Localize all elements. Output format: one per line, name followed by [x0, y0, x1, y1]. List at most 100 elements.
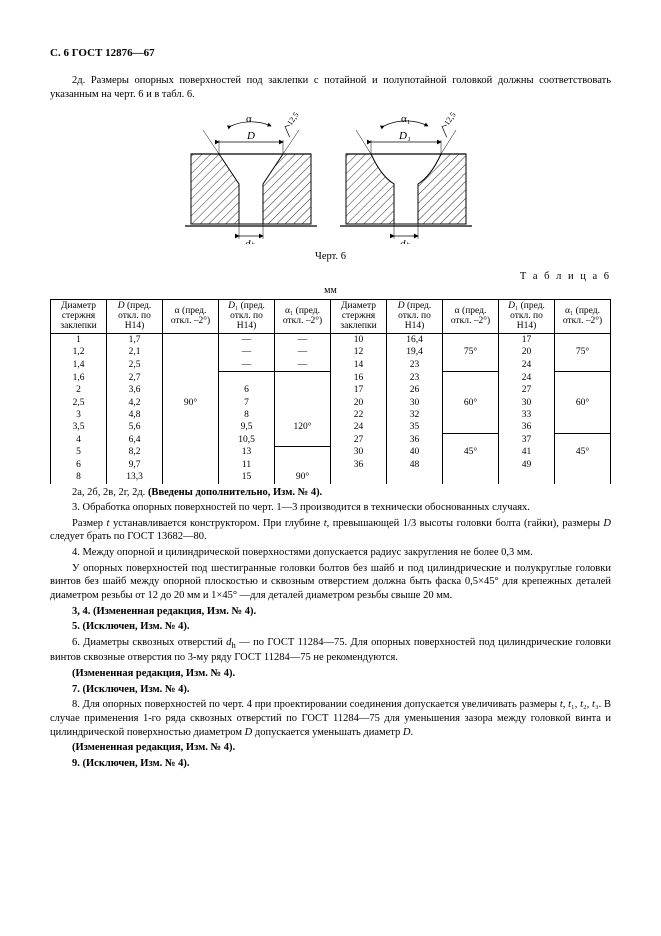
cell [163, 384, 219, 396]
table-row: 1,42,5——142324 [51, 359, 611, 372]
cell: 10 [331, 333, 387, 346]
label-alpha: α [246, 113, 252, 125]
cell: — [219, 333, 275, 346]
cell: 1,2 [51, 346, 107, 358]
cell: 48 [387, 459, 443, 471]
cell [443, 471, 499, 483]
cell [275, 372, 331, 384]
th-9: α₁ (пред. откл. –2°) [555, 299, 611, 333]
para-5: 5. (Исключен, Изм. № 4). [50, 620, 611, 634]
cell: 20 [499, 346, 555, 358]
cell: 10,5 [219, 434, 275, 446]
cell: 2,5 [51, 397, 107, 409]
figure-6-caption: Черт. 6 [50, 250, 611, 264]
table-row: 69,711364849 [51, 459, 611, 471]
table-row: 3,55,69,5120°243536 [51, 421, 611, 433]
cell: 60° [443, 397, 499, 409]
cell: 37 [499, 434, 555, 446]
cell: 2 [51, 384, 107, 396]
th-4: α₁ (пред. откл. –2°) [275, 299, 331, 333]
cell: 32 [387, 409, 443, 421]
cell: 6 [219, 384, 275, 396]
cell: — [275, 333, 331, 346]
cell: 13,3 [107, 471, 163, 483]
cell [163, 333, 219, 346]
cell [555, 434, 611, 446]
table-row: 34,88223233 [51, 409, 611, 421]
table-row: 58,213304045°4145° [51, 446, 611, 458]
cell [555, 421, 611, 433]
cell: 4 [51, 434, 107, 446]
cell: 3,5 [51, 421, 107, 433]
cell: 9,7 [107, 459, 163, 471]
cell: 23 [387, 372, 443, 384]
cell: 4,2 [107, 397, 163, 409]
cell [275, 397, 331, 409]
cell [555, 333, 611, 346]
cell: 90° [275, 471, 331, 483]
para-9: 9. (Исключен, Изм. № 4). [50, 757, 611, 771]
figure-6: D α 12,5 dₕ D₁ [50, 104, 611, 249]
cell [275, 434, 331, 446]
cell: 26 [387, 384, 443, 396]
cell: 16 [331, 372, 387, 384]
cell: 30 [331, 446, 387, 458]
para-8-edit: (Измененная редакция, Изм. № 4). [50, 741, 611, 755]
cell: 36 [499, 421, 555, 433]
para-3a: Размер t устанавливается конструктором. … [50, 517, 611, 544]
cell [443, 359, 499, 372]
cell: 60° [555, 397, 611, 409]
cell: 9,5 [219, 421, 275, 433]
cell: 5 [51, 446, 107, 458]
cell [555, 459, 611, 471]
cell: 1 [51, 333, 107, 346]
para-4a: У опорных поверхностей под шестигранные … [50, 562, 611, 603]
cell: 1,4 [51, 359, 107, 372]
th-8: D₁ (пред. откл. по Н14) [499, 299, 555, 333]
cell: 17 [499, 333, 555, 346]
cell: 2,7 [107, 372, 163, 384]
cell: 49 [499, 459, 555, 471]
cell: 3,6 [107, 384, 163, 396]
cell [443, 372, 499, 384]
cell: 5,6 [107, 421, 163, 433]
cell [555, 384, 611, 396]
para-3-4-edit: 3, 4. (Измененная редакция, Изм. № 4). [50, 605, 611, 619]
cell [275, 459, 331, 471]
cell [275, 384, 331, 396]
cell: — [275, 359, 331, 372]
cell: 15 [219, 471, 275, 483]
cell: 20 [331, 397, 387, 409]
table-row: 46,410,5273637 [51, 434, 611, 446]
cell: 13 [219, 446, 275, 458]
cell: 4,8 [107, 409, 163, 421]
cell: 8 [51, 471, 107, 483]
th-5: Диаметр стержня заклепки [331, 299, 387, 333]
cell: 6,4 [107, 434, 163, 446]
table-unit-mm: мм [50, 284, 611, 297]
cell [163, 421, 219, 433]
cell: 35 [387, 421, 443, 433]
cell: 2,1 [107, 346, 163, 358]
cell [163, 459, 219, 471]
page-header: С. 6 ГОСТ 12876—67 [50, 46, 611, 60]
cell [163, 409, 219, 421]
para-4: 4. Между опорной и цилиндрической поверх… [50, 546, 611, 560]
table-row: 23,66172627 [51, 384, 611, 396]
cell [219, 372, 275, 384]
cell: 14 [331, 359, 387, 372]
cell: 1,7 [107, 333, 163, 346]
cell [555, 372, 611, 384]
para-6-edit: (Измененная редакция, Изм. № 4). [50, 667, 611, 681]
label-alpha1: α₁ [401, 113, 411, 125]
cell [555, 409, 611, 421]
th-1: D (пред. откл. по Н14) [107, 299, 163, 333]
cell: 8 [219, 409, 275, 421]
th-3: D₁ (пред. откл. по Н14) [219, 299, 275, 333]
cell [443, 421, 499, 433]
cell [163, 434, 219, 446]
cell: 17 [331, 384, 387, 396]
cell [443, 434, 499, 446]
cell [555, 471, 611, 483]
cell: 3 [51, 409, 107, 421]
